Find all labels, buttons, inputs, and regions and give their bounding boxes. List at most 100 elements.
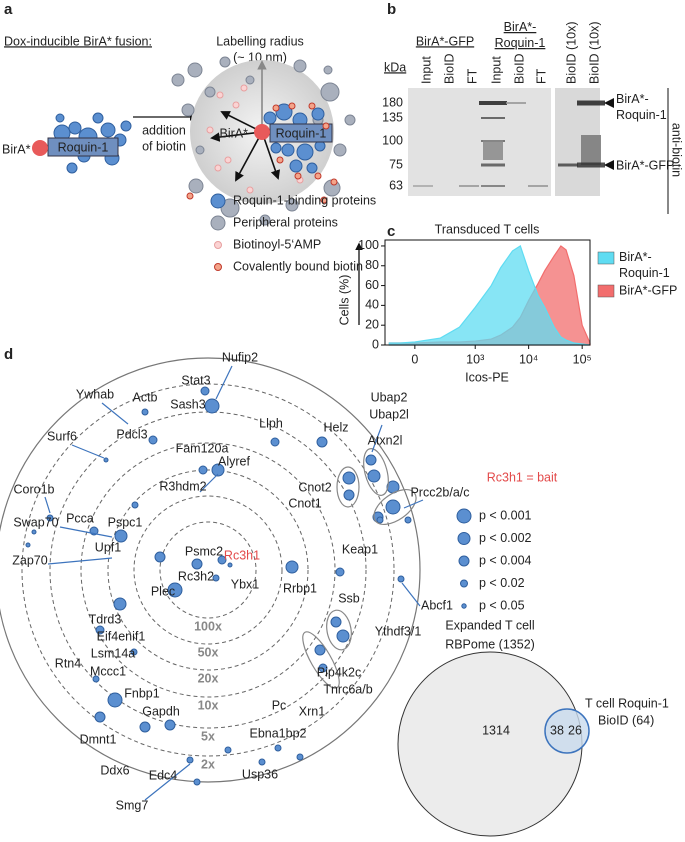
enzyme-label: BirA* xyxy=(220,126,249,140)
binding-protein xyxy=(92,112,104,124)
birA xyxy=(254,124,270,140)
protein-label: Rc3h2 xyxy=(178,569,214,583)
peripheral-protein xyxy=(181,103,195,117)
leader-line xyxy=(403,499,424,509)
bound-biotin xyxy=(276,156,284,164)
lane-label: Input xyxy=(489,56,503,84)
y-tick-label: 80 xyxy=(365,258,379,272)
binding-protein xyxy=(270,142,282,154)
birA xyxy=(32,140,48,156)
enrichment-ring xyxy=(107,469,309,671)
y-axis-label: Cells (%) xyxy=(337,275,351,326)
binding-protein xyxy=(55,113,65,123)
bait-box xyxy=(269,123,333,143)
peripheral-protein xyxy=(187,62,203,78)
peripheral-protein xyxy=(220,198,240,218)
band xyxy=(528,185,548,187)
band xyxy=(581,135,601,165)
legend-label: p < 0.02 xyxy=(479,576,525,590)
protein-dot xyxy=(186,756,194,764)
protein-label: Swap70 xyxy=(13,515,58,529)
band xyxy=(558,163,578,167)
blot xyxy=(408,88,551,196)
protein-label: Dmnt1 xyxy=(80,732,117,746)
band xyxy=(481,163,505,167)
y-tick-label: 0 xyxy=(372,337,379,351)
protein-label: Usp36 xyxy=(242,767,278,781)
panel-letter: a xyxy=(4,1,13,18)
protein-label: Ddx6 xyxy=(100,763,129,777)
peripheral-protein xyxy=(293,59,307,73)
legend-swatch xyxy=(457,532,471,545)
protein-label: Stat3 xyxy=(181,373,210,387)
y-tick-label: 20 xyxy=(365,317,379,331)
protein-label: Fnbp1 xyxy=(124,686,159,700)
complex-outline xyxy=(336,466,360,508)
lane-label: Input xyxy=(419,56,433,84)
protein-dot xyxy=(25,542,31,548)
ring-label: 2x xyxy=(201,757,215,771)
protein-dot xyxy=(314,644,326,656)
band-label: BirA*-GFP xyxy=(616,158,674,172)
protein-dot xyxy=(342,471,356,485)
protein-label: Coro1b xyxy=(14,482,55,496)
bound-biotin xyxy=(322,122,330,130)
bait-box xyxy=(47,137,119,157)
radius-title: Labelling radius xyxy=(216,34,304,48)
leader-line xyxy=(59,526,113,538)
protein-dot xyxy=(46,514,54,522)
y-tick-label: 40 xyxy=(365,298,379,312)
band xyxy=(577,162,605,168)
protein-dot xyxy=(270,437,280,447)
lane-label: FT xyxy=(534,68,548,84)
legend-swatch xyxy=(458,555,470,567)
set-label: RBPome (1352) xyxy=(445,637,535,651)
protein-dot xyxy=(141,408,149,416)
leader-line xyxy=(401,582,421,607)
leader-line xyxy=(144,763,191,801)
biotin-amp xyxy=(240,84,248,92)
band xyxy=(459,185,479,187)
set-b xyxy=(544,708,590,754)
legend-swatch xyxy=(214,263,222,271)
treatment: addition xyxy=(142,123,186,137)
lane-label: FT xyxy=(465,68,479,84)
bound-biotin xyxy=(330,178,338,186)
protein-label: Surf6 xyxy=(47,429,77,443)
binding-protein xyxy=(263,111,277,125)
legend-label: BirA*-GFP xyxy=(619,283,677,297)
legend-swatch xyxy=(461,603,467,609)
protein-dot xyxy=(103,457,109,463)
complex-outline xyxy=(326,609,352,651)
protein-label: Cnot1 xyxy=(288,496,321,510)
protein-label: Cnot2 xyxy=(298,480,331,494)
y-tick-label: 100 xyxy=(358,238,379,252)
protein-label: Ybx1 xyxy=(231,577,260,591)
binding-protein xyxy=(281,143,295,157)
marker-label: 75 xyxy=(389,157,403,171)
legend-swatch xyxy=(210,193,226,209)
protein-label: Rrbp1 xyxy=(283,581,317,595)
legend-label: p < 0.001 xyxy=(479,508,532,522)
leader-line xyxy=(101,402,129,425)
chart-title: Transduced T cells xyxy=(435,222,540,236)
protein-dot xyxy=(113,597,127,611)
protein-label: Pdcl3 xyxy=(116,427,147,441)
bound-biotin xyxy=(320,196,328,204)
band-label: BirA*-Roquin-1 xyxy=(616,92,667,122)
leader-line xyxy=(44,496,51,514)
protein-dot xyxy=(227,562,233,568)
protein-label: Tdrd3 xyxy=(89,612,122,626)
enrichment-ring xyxy=(21,383,395,757)
protein-dot xyxy=(130,648,138,656)
protein-label: Ubap2l xyxy=(369,407,409,421)
binding-protein xyxy=(275,103,293,121)
diffusion-arrow xyxy=(210,131,263,142)
leader-line xyxy=(71,444,105,459)
peripheral-protein xyxy=(245,75,255,85)
leader-line xyxy=(199,473,219,493)
legend-swatch xyxy=(456,508,472,524)
protein-label: Pspc1 xyxy=(108,515,143,529)
bait-label: Roquin-1 xyxy=(58,140,109,154)
protein-dot xyxy=(139,721,151,733)
